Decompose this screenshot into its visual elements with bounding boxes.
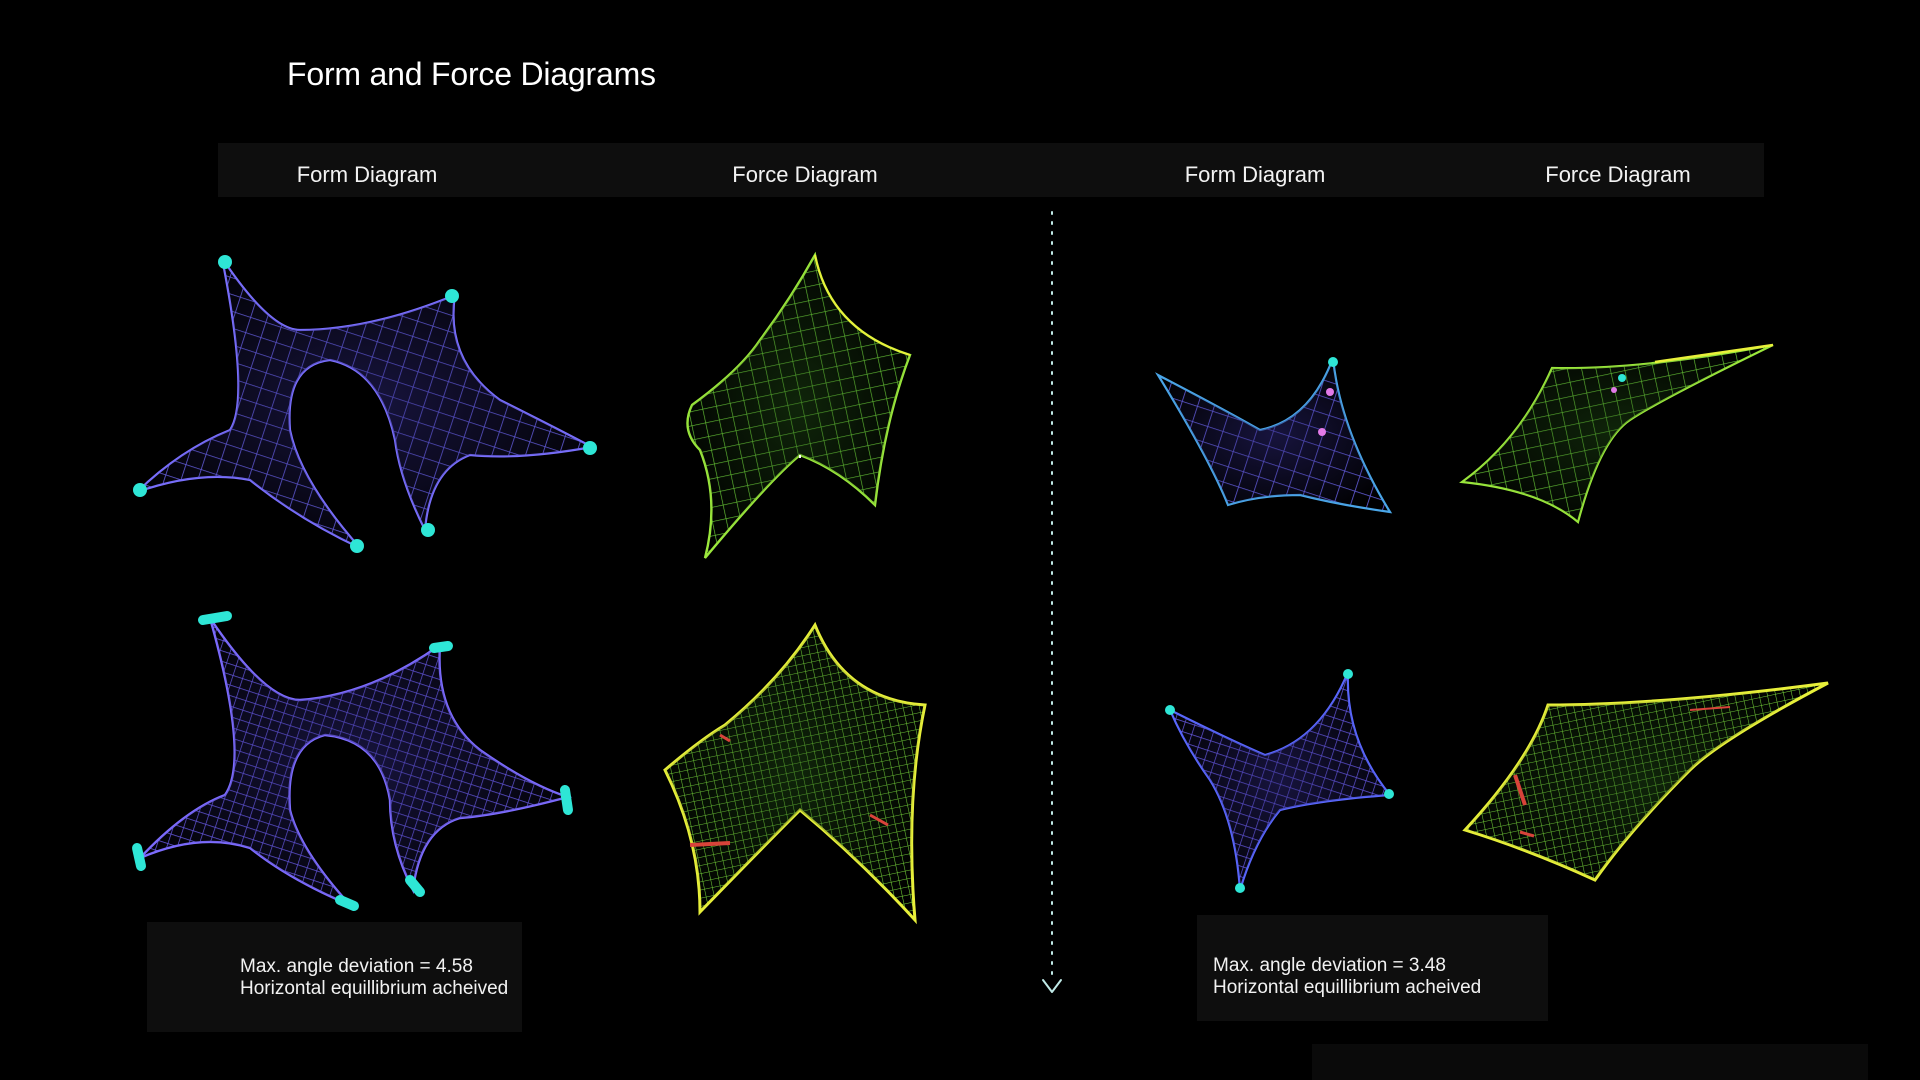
column-label-force-left: Force Diagram (732, 162, 878, 187)
force-diagram-top-left (686, 251, 912, 559)
form-diagram-bottom-right (1165, 669, 1394, 893)
center-divider (1042, 211, 1062, 993)
angle-deviation-left: Max. angle deviation = 4.58 (240, 956, 473, 977)
equilibrium-status-left: Horizontal equillibrium acheived (240, 978, 509, 999)
force-diagram-bottom-left (663, 621, 927, 925)
force-diagram-bottom-right (1462, 681, 1829, 882)
info-box-left: Max. angle deviation = 4.58 Horizontal e… (147, 922, 522, 1032)
form-diagram-top-right (1154, 357, 1393, 514)
column-label-form-left: Form Diagram (296, 162, 438, 187)
page-title: Form and Force Diagrams (287, 56, 656, 92)
column-header-band (218, 143, 1764, 197)
info-box-right: Max. angle deviation = 3.48 Horizontal e… (1197, 915, 1548, 1021)
force-diagram-top-right (1459, 343, 1774, 524)
form-diagram-top-left (133, 255, 597, 553)
column-label-form-right: Form Diagram (1184, 162, 1326, 187)
form-diagram-bottom-left (132, 611, 573, 911)
angle-deviation-right: Max. angle deviation = 3.48 (1213, 955, 1446, 976)
corner-panel (1312, 1044, 1868, 1080)
column-label-force-right: Force Diagram (1545, 162, 1691, 187)
equilibrium-status-right: Horizontal equillibrium acheived (1213, 977, 1482, 998)
